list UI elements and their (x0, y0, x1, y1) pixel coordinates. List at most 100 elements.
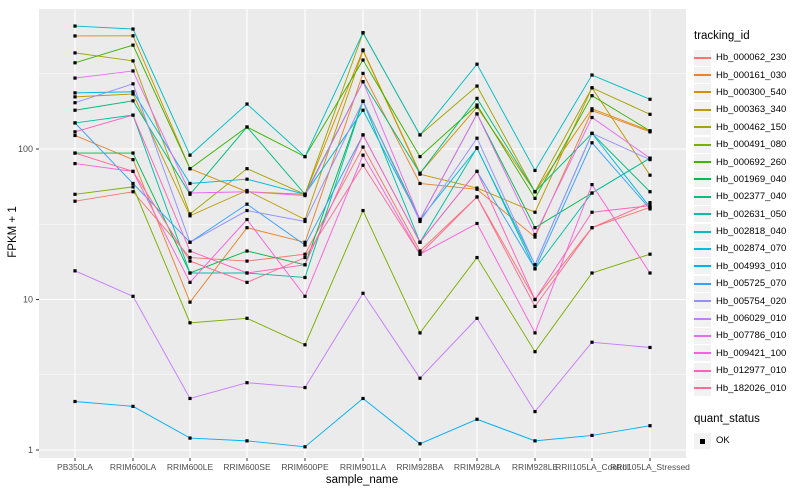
legend-item-label: Hb_000462_150 (716, 121, 787, 133)
data-point (418, 240, 422, 244)
ok-square-marker-icon (694, 432, 711, 449)
data-point (73, 91, 77, 95)
data-point (188, 259, 192, 263)
data-point (590, 115, 594, 120)
legend-key-line-icon (694, 275, 711, 292)
y-tick-label: 10 (23, 295, 33, 305)
legend-item-Hb_000692_260: Hb_000692_260 (694, 153, 800, 171)
data-point (188, 321, 192, 325)
data-point (475, 96, 479, 100)
data-point (590, 86, 594, 90)
data-point (590, 271, 594, 275)
legend-key-line-icon (694, 136, 711, 153)
data-point (648, 252, 652, 256)
legend-item-label: Hb_002377_040 (716, 191, 787, 203)
data-point (590, 340, 594, 344)
legend-item-Hb_001969_040: Hb_001969_040 (694, 171, 800, 188)
x-tick-label: RRIM600LA (110, 462, 157, 472)
data-point (73, 130, 77, 134)
data-point (131, 294, 135, 298)
legend-item-Hb_012977_010: Hb_012977_010 (694, 362, 800, 379)
data-point (245, 271, 249, 275)
legend-item-Hb_002874_070: Hb_002874_070 (694, 240, 800, 257)
legend-item-label: Hb_000363_340 (716, 104, 787, 116)
y-tick-label: 1 (28, 445, 33, 455)
data-point (73, 51, 77, 55)
data-point (245, 316, 249, 320)
data-point (475, 195, 479, 199)
data-point (533, 226, 537, 230)
data-point (245, 202, 249, 206)
data-point (188, 436, 192, 440)
data-point (533, 331, 537, 335)
data-point (533, 235, 537, 239)
legend-item-label: Hb_012977_010 (716, 365, 787, 377)
data-point (245, 125, 249, 129)
data-point (533, 263, 537, 267)
legend-key-line-icon (694, 154, 711, 171)
data-point (73, 399, 77, 404)
data-point (361, 145, 365, 149)
data-point (131, 82, 135, 86)
legend-item-Hb_000491_080: Hb_000491_080 (694, 136, 800, 153)
data-point (303, 252, 307, 256)
legend-item-label: Hb_000062_230 (716, 52, 787, 64)
data-point (475, 84, 479, 88)
data-point (648, 204, 652, 208)
data-point (303, 219, 307, 224)
data-point (590, 210, 594, 214)
data-point (648, 112, 652, 116)
data-point (475, 136, 479, 140)
data-point (475, 146, 479, 150)
legend-item-label: Hb_005754_020 (716, 295, 787, 307)
data-point (303, 255, 307, 260)
data-point (361, 99, 365, 103)
data-point (418, 155, 422, 159)
x-tick-label: RRII105LA_Stressed (610, 462, 690, 472)
data-point (131, 169, 135, 173)
data-point (131, 90, 135, 94)
legend-item-Hb_005754_020: Hb_005754_020 (694, 292, 800, 310)
data-point (418, 376, 422, 380)
data-point (361, 133, 365, 137)
legend-item-label: Hb_006029_010 (716, 313, 787, 325)
legend-item-Hb_000161_030: Hb_000161_030 (694, 66, 800, 84)
data-point (475, 103, 479, 107)
data-point (361, 396, 365, 401)
data-point (131, 181, 135, 186)
legend-item-label: Hb_002631_050 (716, 208, 787, 220)
x-tick-label: RRIM928BA (396, 462, 444, 472)
data-point (245, 190, 249, 194)
data-point (533, 190, 537, 194)
legend-item-label: Hb_000491_080 (716, 139, 787, 151)
data-point (188, 212, 192, 216)
data-point (418, 331, 422, 335)
data-point (475, 105, 479, 109)
legend-key-line-icon (694, 67, 711, 84)
y-tick-label: 100 (18, 144, 33, 154)
data-point (418, 249, 422, 253)
legend-item-label: Hb_001969_040 (716, 173, 787, 185)
data-point (245, 249, 249, 253)
data-point (131, 43, 135, 47)
legend-key-line-icon (694, 223, 711, 240)
x-tick-label: RRIM600PE (281, 462, 329, 472)
legend-key-line-icon (694, 345, 711, 362)
data-point (648, 201, 652, 205)
data-point (533, 210, 537, 214)
data-point (245, 226, 249, 230)
data-point (590, 94, 594, 98)
legend-item-label: Hb_000161_030 (716, 69, 787, 81)
legend-item-label: Hb_000692_260 (716, 156, 787, 168)
quant-status-legend: quant_status OK (694, 413, 800, 449)
data-point (245, 381, 249, 385)
legend-key-line-icon (694, 258, 711, 275)
legend-item-Hb_009421_100: Hb_009421_100 (694, 345, 800, 362)
tracking-id-legend-items: Hb_000062_230 Hb_000161_030 Hb_000300_540 H… (694, 49, 800, 397)
x-tick-label: RRII105LA_Control (555, 462, 629, 472)
data-point (361, 71, 365, 75)
legend-item-label: Hb_002874_070 (716, 243, 787, 255)
legend-key-line-icon (694, 240, 711, 257)
legend-item-Hb_004993_010: Hb_004993_010 (694, 258, 800, 275)
